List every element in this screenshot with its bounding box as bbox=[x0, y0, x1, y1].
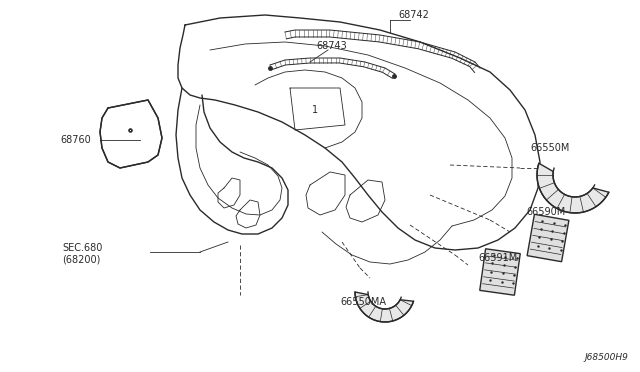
Polygon shape bbox=[100, 100, 162, 168]
Text: J68500H9: J68500H9 bbox=[584, 353, 628, 362]
Polygon shape bbox=[480, 249, 520, 295]
Text: 68743: 68743 bbox=[316, 41, 347, 51]
Text: 68760: 68760 bbox=[60, 135, 91, 145]
Text: 66591M: 66591M bbox=[478, 253, 517, 263]
Text: (68200): (68200) bbox=[62, 255, 100, 265]
Text: SEC.680: SEC.680 bbox=[62, 243, 102, 253]
Polygon shape bbox=[527, 214, 569, 262]
Text: 66550M: 66550M bbox=[530, 143, 570, 153]
Text: 66590M: 66590M bbox=[526, 207, 565, 217]
Text: 1: 1 bbox=[312, 105, 318, 115]
Polygon shape bbox=[355, 292, 413, 322]
Polygon shape bbox=[537, 163, 609, 213]
Text: 66550MA: 66550MA bbox=[340, 297, 386, 307]
Text: 68742: 68742 bbox=[398, 10, 429, 20]
